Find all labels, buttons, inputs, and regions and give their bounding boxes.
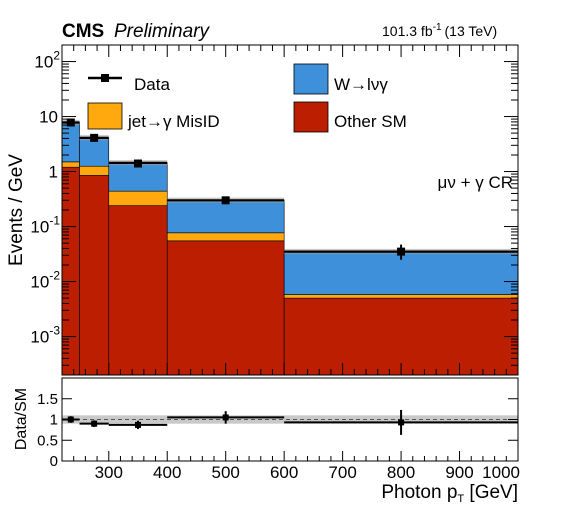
legend: Data W→lνγ jet→γ MisID Other SM <box>87 63 407 133</box>
ratio-y-tick-label: 1 <box>50 412 58 429</box>
ratio-axes: 0 0.5 1 1.5 300 400 500 600 700 800 900 1000 <box>37 391 520 482</box>
bar-jetmisid-bin-1 <box>79 165 110 176</box>
bar-jetmisid-bin-3 <box>166 232 285 242</box>
x-tick-label: 300 <box>95 463 123 482</box>
data-points <box>66 118 406 260</box>
bar-othersm-bin-2 <box>108 205 168 376</box>
y-tick-label: 10-1 <box>30 214 60 237</box>
bar-othersm-bin-0 <box>61 166 80 376</box>
legend-entry-misid: jet→γ MisID <box>87 102 220 131</box>
x-tick-label: 500 <box>212 463 240 482</box>
main-axes: 10-3 10-2 10-1 1 10 102 <box>30 44 519 376</box>
legend-entry-wlnug: W→lνγ <box>293 63 388 95</box>
y-tick-label: 10-2 <box>30 269 60 292</box>
bar-jetmisid-bin-4 <box>283 294 519 299</box>
ratio-y-tick-label: 1.5 <box>37 391 58 408</box>
ratio-uncertainty-band <box>62 415 518 424</box>
data-point-2 <box>134 159 142 168</box>
stacked-histogram <box>61 122 519 376</box>
legend-misid-swatch <box>87 102 123 130</box>
main-panel: 10-3 10-2 10-1 1 10 102 Events / GeV μν + γ C… <box>6 44 519 376</box>
ratio-panel: 0 0.5 1 1.5 300 400 500 600 700 800 900 1000 Data/S… <box>13 377 520 505</box>
legend-data-marker <box>101 74 109 82</box>
ratio-y-axis-label: Data/SM <box>13 388 30 450</box>
bar-othersm-bin-4 <box>283 297 519 376</box>
bar-wl-bin-1 <box>79 137 110 167</box>
cms-label: CMS <box>62 21 104 42</box>
legend-data-label: Data <box>134 75 170 94</box>
bar-jetmisid-bin-0 <box>61 161 80 168</box>
luminosity-label: 101.3 fb-1 (13 TeV) <box>382 22 497 39</box>
data-point-3 <box>221 196 230 205</box>
bar-wl-bin-2 <box>108 162 168 192</box>
ratio-point-2 <box>135 421 141 428</box>
data-point-4 <box>397 247 406 256</box>
legend-entry-othersm: Other SM <box>293 101 407 133</box>
bar-othersm-bin-1 <box>79 175 110 376</box>
y-tick-label: 1 <box>49 163 58 182</box>
x-tick-label: 800 <box>387 463 415 482</box>
y-tick-label: 102 <box>34 49 60 72</box>
x-tick-label: 400 <box>153 463 181 482</box>
ratio-point-1 <box>91 420 98 427</box>
x-axis-label: Photon pT [GeV] <box>381 482 518 505</box>
x-tick-label: 1000 <box>482 463 520 482</box>
legend-misid-label: jet→γ MisID <box>127 112 220 131</box>
data-point-1 <box>90 133 99 142</box>
x-tick-label: 900 <box>445 463 473 482</box>
x-tick-label: 600 <box>270 463 298 482</box>
legend-wlnug-swatch <box>293 63 329 95</box>
region-label: μν + γ CR <box>438 173 513 192</box>
legend-othersm-swatch <box>293 101 329 133</box>
ratio-point-3 <box>222 414 229 421</box>
ratio-point-4 <box>398 419 405 426</box>
preliminary-label: Preliminary <box>114 21 211 42</box>
legend-wlnug-label: W→lνγ <box>334 75 388 94</box>
bar-othersm-bin-3 <box>166 240 285 376</box>
data-point-0 <box>66 118 75 127</box>
ratio-y-tick-label: 0.5 <box>37 432 58 449</box>
y-axis-label: Events / GeV <box>6 154 27 266</box>
bar-jetmisid-bin-2 <box>108 190 168 206</box>
y-tick-label: 10-3 <box>30 324 60 347</box>
bar-wl-bin-3 <box>166 200 285 234</box>
legend-entry-data: Data <box>88 74 170 94</box>
x-tick-label: 700 <box>328 463 356 482</box>
y-tick-label: 10 <box>39 108 58 127</box>
ratio-y-tick-label: 0 <box>50 453 58 470</box>
legend-othersm-label: Other SM <box>334 112 407 131</box>
